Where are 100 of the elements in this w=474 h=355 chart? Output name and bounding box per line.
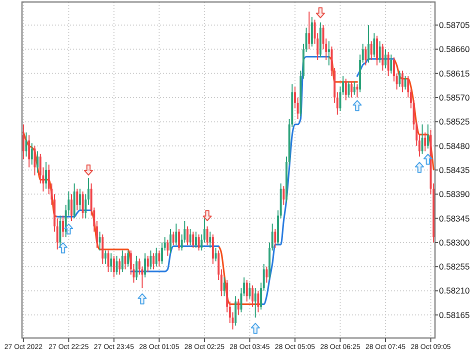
candlestick	[107, 250, 110, 272]
candlestick	[257, 290, 260, 313]
candlestick	[421, 124, 424, 154]
y-tick-label: 0.58525	[439, 116, 470, 127]
candlestick	[104, 250, 106, 264]
candlestick	[426, 124, 429, 150]
y-tick-label: 0.58480	[439, 140, 470, 151]
candlestick	[102, 234, 104, 264]
candlestick	[382, 43, 384, 72]
candlestick	[34, 145, 36, 176]
point	[84, 164, 93, 176]
candlestick	[350, 80, 353, 98]
candlestick	[390, 54, 392, 74]
candlestick	[36, 150, 39, 174]
candlestick	[116, 255, 118, 276]
candlestick	[152, 252, 155, 270]
candlestick	[45, 161, 48, 190]
candlestick	[404, 76, 406, 90]
candlestick	[424, 132, 426, 152]
candlestick	[378, 40, 381, 64]
candlestick	[150, 250, 152, 270]
candlestick	[118, 258, 121, 276]
y-tick-label: 0.58165	[439, 310, 470, 320]
candlestick	[30, 142, 33, 166]
candlestick	[158, 250, 160, 268]
candlestick	[82, 190, 84, 219]
y-tick-label: 0.58570	[439, 92, 470, 103]
candlestick	[266, 266, 268, 284]
y-tick-label: 0.58255	[439, 262, 470, 272]
candlestick	[209, 231, 212, 248]
y-tick-label: 0.58705	[439, 20, 470, 30]
candlestick	[310, 16, 313, 48]
candlestick	[136, 255, 138, 281]
point	[316, 7, 325, 18]
candlestick	[356, 84, 358, 98]
point	[138, 293, 147, 304]
candlestick	[348, 80, 350, 98]
candlestick	[178, 228, 180, 252]
candlestick	[376, 35, 378, 66]
candlestick	[170, 228, 172, 254]
candlestick	[121, 250, 124, 272]
y-tick-label: 0.58435	[439, 164, 470, 175]
candlestick	[112, 255, 115, 278]
candlestick	[237, 298, 240, 316]
candlestick	[70, 194, 72, 222]
candlestick	[368, 24, 370, 64]
candlestick	[246, 280, 248, 302]
candlestick	[198, 234, 200, 252]
candlestick	[308, 11, 310, 50]
candlestick	[234, 296, 237, 326]
y-tick-label: 0.58345	[439, 213, 470, 224]
y-tick-label: 0.58615	[439, 68, 470, 78]
candlestick	[110, 252, 112, 272]
candlestick	[328, 40, 330, 66]
y-tick-label: 0.58390	[439, 189, 470, 200]
candlestick	[79, 188, 81, 211]
candlestick	[175, 223, 178, 246]
candlestick	[353, 80, 356, 96]
candlestick	[254, 288, 256, 318]
candlestick	[59, 215, 62, 248]
candlestick	[398, 70, 401, 88]
candlestick	[62, 215, 64, 238]
candlestick	[166, 239, 169, 256]
candlestick	[22, 124, 24, 160]
candlestick	[186, 226, 188, 246]
candlestick	[214, 247, 217, 262]
candlestick	[172, 231, 174, 246]
point	[202, 210, 212, 222]
y-tick-label: 0.58300	[439, 237, 470, 248]
point	[58, 242, 68, 254]
point	[423, 154, 432, 165]
candlestick	[373, 32, 376, 58]
candlestick	[144, 252, 146, 278]
candlestick	[76, 188, 78, 211]
candlestick	[98, 231, 101, 252]
candlestick	[364, 46, 367, 66]
candlestick	[282, 186, 285, 206]
candlestick	[274, 228, 276, 248]
candlestick	[127, 250, 130, 268]
candlestick	[384, 48, 386, 69]
candlestick	[28, 134, 30, 168]
candlestick	[146, 255, 149, 272]
point	[414, 162, 424, 173]
candlestick	[212, 234, 214, 264]
candlestick	[401, 70, 404, 93]
candlestick	[194, 231, 197, 248]
candlestick	[206, 226, 208, 246]
candlestick	[370, 40, 372, 60]
candlestick	[248, 282, 251, 300]
candlestick	[344, 78, 347, 101]
candlestick	[192, 231, 194, 248]
y-tick-label: 0.58210	[439, 286, 470, 296]
point	[64, 224, 74, 235]
y-tick-label: 0.58660	[439, 44, 470, 54]
candlestick	[189, 228, 192, 246]
candlestick	[387, 51, 390, 77]
point	[250, 322, 260, 334]
candlestick	[155, 247, 158, 268]
candlestick	[252, 284, 254, 308]
point	[352, 100, 362, 112]
